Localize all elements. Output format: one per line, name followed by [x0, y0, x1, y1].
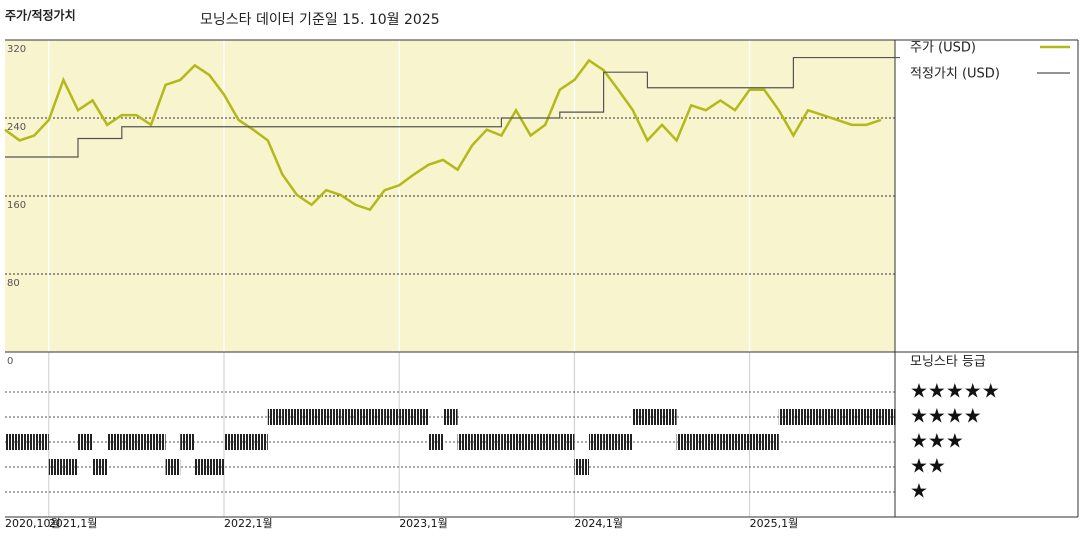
rating-bar	[413, 409, 429, 425]
rating-bar	[866, 409, 881, 425]
rating-bar	[559, 434, 575, 450]
rating-bar	[632, 409, 648, 425]
rating-bar	[340, 409, 356, 425]
rating-bar	[472, 434, 487, 450]
y-tick-label: 160	[7, 200, 26, 211]
rating-bar	[647, 409, 662, 425]
rating-bar	[662, 409, 677, 425]
rating-bar	[194, 459, 210, 475]
rating-bar	[793, 409, 808, 425]
legend-label: 주가 (USD)	[910, 41, 976, 56]
x-tick-label: 2021,1월	[49, 517, 98, 530]
rating-bar	[399, 409, 414, 425]
x-tick-label: 2022,1월	[224, 517, 273, 530]
rating-bar	[808, 409, 823, 425]
rating-bar	[457, 434, 473, 450]
rating-bar	[603, 434, 619, 450]
rating-bar	[530, 434, 546, 450]
rating-bar	[48, 459, 64, 475]
rating-label: ★	[910, 479, 928, 503]
x-tick-label: 2025,1월	[750, 517, 799, 530]
y-tick-label: 320	[7, 44, 26, 55]
rating-bar	[676, 434, 692, 450]
chart-header: 주가/적정가치	[5, 8, 76, 23]
fair-value-line	[5, 56, 900, 158]
rating-label: ★★★	[910, 429, 964, 453]
rating-bar	[282, 409, 297, 425]
rating-bar	[107, 434, 122, 450]
rating-bar	[180, 434, 195, 450]
rating-bar	[778, 409, 794, 425]
rating-bar	[370, 409, 385, 425]
rating-bar	[486, 434, 502, 450]
rating-bar	[121, 434, 137, 450]
rating-bar	[297, 409, 312, 425]
rating-bar	[19, 434, 35, 450]
rating-bar	[311, 409, 327, 425]
price-line	[4, 58, 882, 212]
rating-bar	[136, 434, 151, 450]
rating-bar	[881, 409, 896, 425]
legend-label: 모닝스타 등급	[910, 355, 986, 370]
rating-bar	[78, 434, 93, 450]
rating-bar	[589, 434, 604, 450]
y-tick-label: 80	[7, 278, 20, 289]
rating-bar	[837, 409, 852, 425]
x-tick-label: 2023,1월	[399, 517, 448, 530]
rating-bar	[63, 459, 78, 475]
rating-bar	[545, 434, 560, 450]
x-tick-label: 2020,10월	[5, 517, 61, 530]
rating-bar	[267, 409, 283, 425]
legend-label: 적정가치 (USD)	[910, 67, 1000, 82]
rating-bar	[443, 409, 458, 425]
rating-bar	[574, 459, 589, 475]
rating-label: ★★★★	[910, 404, 982, 428]
rating-bar	[735, 434, 750, 450]
rating-bar	[705, 434, 721, 450]
rating-bar	[516, 434, 531, 450]
rating-bar	[764, 434, 779, 450]
rating-bar	[691, 434, 706, 450]
rating-bar	[165, 459, 181, 475]
rating-bar	[238, 434, 254, 450]
rating-bar	[5, 434, 20, 450]
rating-bar	[92, 459, 108, 475]
rating-bar	[209, 459, 224, 475]
rating-bar	[253, 434, 268, 450]
y-tick-label: 240	[7, 122, 26, 133]
rating-bar	[34, 434, 49, 450]
rating-bar	[355, 409, 370, 425]
chart-title: 모닝스타 데이터 기준일 15. 10월 2025	[200, 12, 440, 28]
rating-bar	[501, 434, 516, 450]
rating-label: ★★	[910, 454, 946, 478]
rating-bar	[151, 434, 166, 450]
rating-bar	[326, 409, 341, 425]
rating-bar	[822, 409, 838, 425]
rating-bar	[428, 434, 443, 450]
rating-bar	[618, 434, 633, 450]
y-tick-label: 0	[7, 356, 13, 367]
rating-bar	[384, 409, 400, 425]
rating-bar	[720, 434, 735, 450]
rating-bar	[851, 409, 867, 425]
rating-label: ★★★★★	[910, 379, 1000, 403]
rating-bar	[224, 434, 239, 450]
rating-bar	[749, 434, 765, 450]
x-tick-label: 2024,1월	[574, 517, 623, 530]
